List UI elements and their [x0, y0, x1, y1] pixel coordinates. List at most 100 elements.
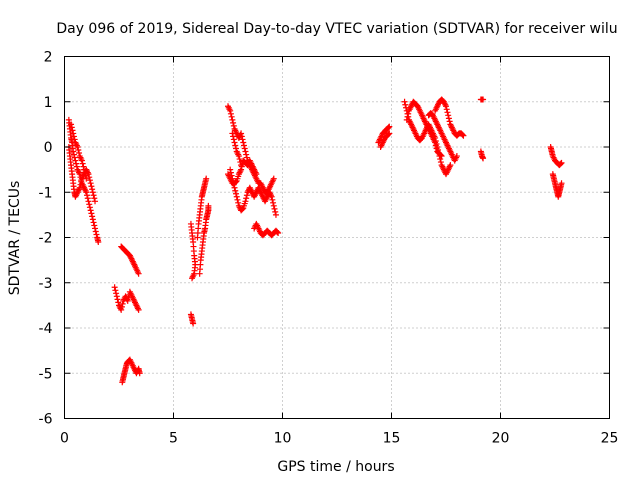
- data-point-marker: [89, 216, 96, 223]
- y-tick-label: 0: [44, 140, 53, 156]
- data-point-marker: [92, 228, 99, 235]
- data-point-marker: [73, 160, 80, 167]
- data-point-marker: [447, 162, 454, 169]
- data-point-marker: [71, 154, 78, 161]
- data-point-marker: [234, 196, 241, 203]
- x-axis-label: GPS time / hours: [277, 459, 394, 475]
- data-point-marker: [241, 145, 248, 152]
- axis-ticks: [64, 56, 610, 419]
- data-point-marker: [68, 121, 75, 128]
- data-point-marker: [233, 193, 240, 200]
- data-point-marker: [88, 183, 95, 190]
- data-point-marker: [238, 162, 245, 169]
- data-point-marker: [68, 124, 75, 131]
- data-point-marker: [230, 119, 237, 126]
- data-point-marker: [85, 198, 92, 205]
- y-tick-labels: -6 -5 -4 -3 -2 -1 0 1 2: [39, 50, 53, 428]
- data-point-marker: [93, 231, 100, 238]
- data-point-marker: [232, 190, 239, 197]
- data-point-marker: [77, 181, 84, 188]
- data-point-marker: [95, 239, 102, 246]
- y-tick-label: -5: [39, 366, 53, 382]
- data-point-marker: [83, 189, 90, 196]
- data-point-marker: [405, 110, 412, 117]
- data-point-marker: [443, 106, 450, 113]
- data-point-marker: [445, 115, 452, 122]
- data-point-marker: [404, 113, 411, 120]
- data-point-marker: [275, 229, 282, 236]
- data-point-marker: [386, 130, 393, 137]
- data-point-marker: [385, 124, 392, 131]
- data-point-marker: [237, 159, 244, 166]
- data-point-marker: [459, 131, 466, 138]
- data-point-marker: [229, 130, 236, 137]
- y-tick-label: -2: [39, 231, 53, 247]
- data-point-marker: [70, 151, 77, 158]
- data-point-marker: [558, 180, 565, 187]
- data-point-marker: [432, 142, 439, 149]
- data-point-marker: [239, 136, 246, 143]
- data-point-marker: [84, 195, 91, 202]
- data-point-marker: [443, 103, 449, 110]
- data-point-marker: [190, 320, 197, 327]
- data-point-marker: [274, 229, 281, 236]
- y-tick-label: -3: [39, 276, 53, 292]
- data-point-marker: [480, 96, 487, 103]
- x-tick-label: 25: [601, 431, 619, 447]
- data-point-marker: [70, 133, 77, 140]
- data-point-marker: [81, 166, 88, 173]
- data-point-marker: [80, 163, 87, 170]
- data-point-marker: [243, 195, 250, 202]
- data-point-marker: [385, 131, 392, 138]
- data-point-marker: [84, 192, 91, 199]
- data-point-marker: [75, 147, 82, 154]
- data-point-marker: [228, 113, 235, 120]
- data-point-marker: [480, 155, 487, 162]
- data-point-marker: [236, 156, 243, 163]
- data-point-marker: [135, 306, 142, 313]
- data-point-marker: [238, 133, 245, 140]
- data-point-marker: [231, 139, 238, 146]
- data-point-marker: [557, 160, 564, 167]
- data-point-marker: [269, 196, 276, 203]
- data-point-marker: [92, 225, 99, 232]
- data-point-marker: [227, 166, 234, 173]
- data-point-marker: [243, 151, 250, 158]
- data-point-marker: [270, 202, 277, 209]
- data-point-marker: [69, 127, 76, 134]
- data-point-marker: [71, 136, 78, 143]
- data-point-marker: [112, 287, 119, 294]
- data-point-marker: [115, 299, 122, 306]
- data-point-marker: [86, 177, 93, 184]
- y-tick-label: -1: [39, 185, 53, 201]
- data-point-marker: [230, 133, 237, 140]
- data-point-marker: [235, 199, 242, 206]
- data-point-marker: [78, 178, 85, 185]
- data-point-marker: [271, 205, 278, 212]
- data-point-marker: [272, 211, 279, 218]
- data-point-marker: [270, 175, 277, 182]
- data-point-marker: [272, 208, 279, 215]
- data-point-marker: [74, 144, 81, 150]
- data-point-marker: [203, 175, 210, 182]
- data-point-marker: [253, 171, 260, 178]
- data-points: [65, 96, 565, 386]
- data-point-marker: [205, 202, 212, 209]
- data-point-marker: [386, 123, 393, 130]
- data-point-marker: [235, 153, 242, 160]
- data-point-marker: [113, 290, 120, 297]
- data-point-marker: [79, 160, 86, 167]
- data-point-marker: [232, 145, 239, 152]
- x-tick-label: 0: [60, 431, 69, 447]
- data-point-marker: [70, 130, 77, 137]
- data-point-marker: [90, 192, 97, 199]
- data-point-marker: [189, 275, 196, 282]
- y-axis-label: SDTVAR / TECUs: [7, 181, 23, 296]
- data-point-marker: [82, 172, 89, 179]
- data-point-marker: [445, 112, 452, 119]
- data-point-marker: [81, 169, 88, 176]
- x-tick-label: 15: [383, 431, 401, 447]
- data-point-marker: [401, 98, 408, 105]
- x-tick-labels: 0 5 10 15 20 25: [60, 431, 618, 447]
- data-point-marker: [113, 293, 120, 300]
